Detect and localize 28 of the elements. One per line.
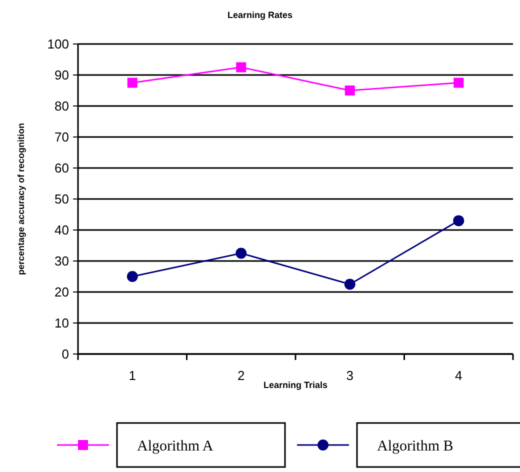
y-tick-label: 70 — [54, 130, 69, 145]
y-tick-label: 90 — [54, 68, 69, 83]
point — [236, 62, 246, 72]
y-tick-label: 100 — [47, 36, 69, 52]
y-tick-label: 20 — [54, 284, 69, 300]
x-tick-label: 1 — [128, 368, 136, 383]
y-tick-label: 50 — [54, 192, 69, 207]
x-tick-label: 3 — [346, 368, 354, 383]
point — [344, 278, 356, 290]
y-tick-label: 60 — [54, 160, 69, 176]
legend-label: Algorithm B — [377, 438, 454, 454]
x-axis-title: Learning Trials — [263, 380, 328, 390]
point — [453, 215, 464, 226]
point — [236, 248, 247, 259]
y-tick-label: 10 — [54, 316, 69, 331]
point — [454, 78, 464, 88]
y-axis-title: percentage accuracy of recognition — [16, 122, 26, 276]
x-tick-label: 4 — [455, 368, 462, 383]
y-tick-label: 80 — [54, 98, 69, 114]
y-tick-label: 0 — [62, 346, 69, 362]
y-tick-label: 40 — [54, 222, 69, 238]
x-tick-label: 2 — [238, 368, 245, 383]
y-tick-label: 30 — [54, 254, 69, 269]
point — [127, 78, 138, 88]
point — [126, 271, 138, 282]
legend-label: Algorithm A — [137, 438, 214, 454]
point — [344, 86, 355, 96]
chart-title: Learning Rates — [227, 10, 293, 20]
